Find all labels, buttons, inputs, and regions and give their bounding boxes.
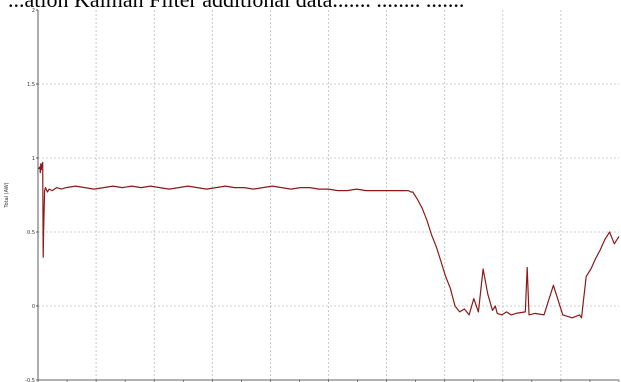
y-tick-label: 2: [32, 8, 35, 14]
y-tick-label: 1: [32, 156, 35, 162]
axes: [36, 9, 620, 382]
series-line: [38, 161, 620, 319]
y-tick-label: 1.5: [27, 82, 35, 88]
top-caption: ...ation Kalman Filter additional data..…: [8, 0, 608, 13]
y-tick-label: -0.5: [25, 378, 35, 382]
y-axis-label: Total (AW): [4, 182, 10, 208]
y-tick-label: 0: [32, 304, 35, 310]
grid-lines: [38, 10, 619, 380]
y-ticks: -0.5 0 0.5 1 1.5 2: [25, 8, 35, 382]
y-tick-label: 0.5: [27, 230, 35, 236]
series-group: [38, 161, 620, 319]
